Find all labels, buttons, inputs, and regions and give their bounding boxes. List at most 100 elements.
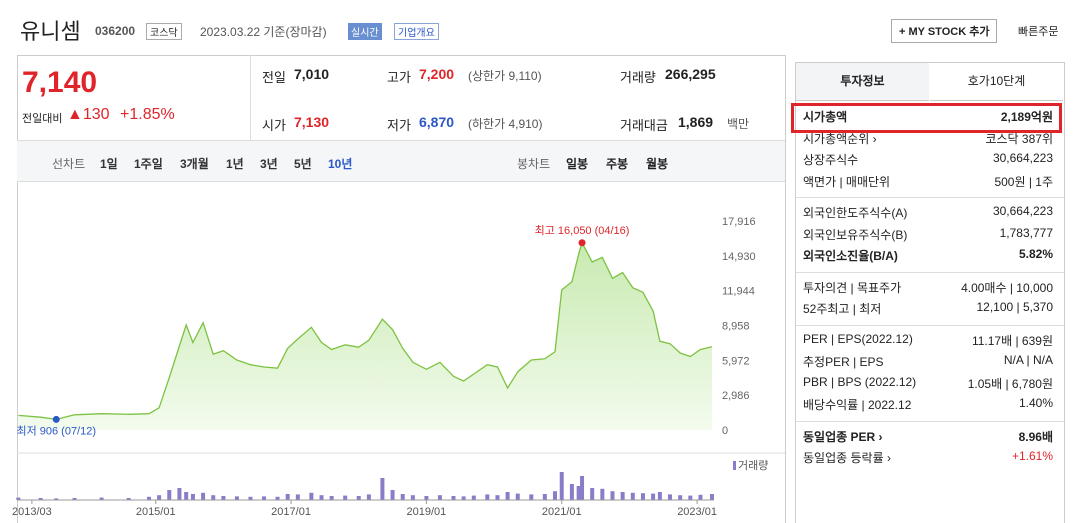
volume-legend: 거래량 — [738, 459, 768, 472]
volume-bar — [576, 486, 581, 500]
left-panel — [17, 55, 786, 523]
period-tab[interactable]: 3개월 — [180, 157, 209, 171]
volume-bar — [688, 495, 693, 500]
volume-bar — [542, 494, 547, 500]
x-tick-label: 2019/01 — [407, 506, 447, 518]
period-tab[interactable]: 일봉 — [566, 157, 589, 171]
volume-bar — [248, 496, 253, 500]
volume-bar — [569, 484, 574, 500]
volume-bar — [529, 494, 534, 500]
info-value: 5.82% — [1018, 247, 1053, 261]
volume-bar — [221, 496, 226, 500]
volume-bar — [390, 490, 395, 500]
volume-bar — [580, 476, 585, 500]
info-value: 30,664,223 — [992, 204, 1053, 218]
volume-bar — [640, 493, 645, 500]
volume-bar — [295, 494, 300, 500]
info-label: 투자의견 | 목표주가 — [803, 280, 902, 295]
info-tab[interactable]: 투자정보 — [796, 63, 929, 101]
volume-bar — [184, 492, 189, 500]
quote-label: 시가 — [262, 118, 286, 133]
info-label: 액면가 | 매매단위 — [803, 174, 891, 189]
group-divider — [796, 197, 1064, 198]
x-tick-label: 2015/01 — [136, 506, 176, 518]
quote-extra: (상한가 9,110) — [468, 69, 542, 83]
volume-bar — [461, 496, 466, 500]
price-area — [18, 242, 713, 430]
volume-bar — [657, 492, 662, 500]
quote-label: 거래량 — [620, 70, 656, 85]
volume-bar — [356, 496, 361, 500]
info-value: 500원 | 1주 — [994, 174, 1053, 189]
stock-name: 유니셈 — [20, 19, 81, 44]
volume-bar — [515, 493, 520, 500]
volume-bar — [126, 498, 131, 500]
chart: 0 2,986 5,972 8,958 11,944 14,930 17,916 최고 16,… — [12, 216, 785, 518]
volume-bar — [309, 492, 314, 500]
group-divider — [796, 271, 1064, 273]
highlight-box — [791, 103, 1062, 133]
period-tab[interactable]: 1주일 — [134, 157, 163, 171]
overview-button[interactable]: 기업개요 — [394, 23, 439, 40]
x-tick-label: 2021/01 — [542, 506, 582, 518]
y-tick-label: 2,986 — [722, 390, 750, 402]
volume-bar — [285, 494, 290, 500]
info-tab[interactable]: 호가10단계 — [930, 63, 1063, 101]
volume-bar — [651, 493, 656, 500]
period-tab[interactable]: 1일 — [100, 157, 118, 171]
realtime-button[interactable]: 실시간 — [348, 23, 382, 40]
group-divider — [796, 420, 1064, 422]
info-label: 동일업종 등락률 › — [803, 451, 891, 465]
info-label: PER | EPS(2022.12) — [803, 331, 913, 346]
group-divider — [796, 324, 1064, 326]
change: ▲130 — [67, 106, 110, 123]
volume-bar — [400, 494, 405, 500]
info-label: 52주최고 | 최저 — [803, 302, 882, 316]
period-tab[interactable]: 1년 — [226, 157, 244, 171]
period-tab[interactable]: 5년 — [294, 157, 312, 171]
info-value: 11.17배 | 639원 — [971, 333, 1053, 348]
extreme-marker — [578, 239, 586, 247]
quote-value: 6,870 — [419, 114, 455, 130]
volume-bar — [167, 490, 172, 500]
period-tab[interactable]: 주봉 — [606, 157, 629, 171]
divider — [250, 55, 251, 140]
extreme-label: 최저 906 (07/12) — [16, 424, 96, 437]
quote-label: 고가 — [387, 70, 411, 85]
period-label: 선차트 — [52, 157, 86, 171]
quick-order[interactable]: 빠른주문 — [1018, 26, 1059, 38]
info-value: 2,189억원 — [1000, 110, 1053, 124]
volume-bar — [380, 478, 385, 500]
volume-bar — [234, 496, 239, 500]
period-bar — [17, 140, 785, 182]
period-tab[interactable]: 10년 — [328, 157, 353, 171]
change-pct: +1.85% — [120, 106, 175, 123]
y-tick-label: 14,930 — [722, 251, 756, 263]
period-tab[interactable]: 월봉 — [646, 157, 669, 171]
quote-extra: (하한가 4,910) — [468, 117, 543, 131]
quote-extra: 백만 — [727, 117, 750, 131]
volume-bar — [698, 494, 703, 500]
info-value: 4.00매수 | 10,000 — [961, 280, 1053, 295]
my-stock-button[interactable]: + MY STOCK 추가 — [891, 19, 998, 43]
info-value: 1.05배 | 6,780원 — [967, 376, 1053, 391]
info-value: 1,783,777 — [999, 225, 1053, 240]
volume-bar — [54, 498, 59, 500]
y-tick-label: 8,958 — [722, 321, 750, 333]
volume-bar — [177, 488, 182, 500]
volume-bar — [38, 498, 43, 500]
info-label: 배당수익률 | 2022.12 — [803, 398, 912, 412]
volume-bar — [201, 492, 206, 500]
volume-bar — [437, 495, 442, 500]
period-tab[interactable]: 3년 — [260, 157, 278, 171]
x-tick-label: 2023/01 — [677, 506, 717, 518]
info-label: 시가총액순위 › — [803, 131, 877, 146]
volume-bar — [424, 496, 429, 500]
info-value: 코스닥 387위 — [985, 131, 1053, 146]
volume-bar — [275, 496, 280, 500]
volume-bar — [190, 494, 195, 500]
volume-bar — [72, 498, 77, 500]
period-label: 봉차트 — [517, 157, 551, 171]
price: 7,140 — [22, 66, 98, 99]
info-value: 30,664,223 — [992, 151, 1053, 165]
